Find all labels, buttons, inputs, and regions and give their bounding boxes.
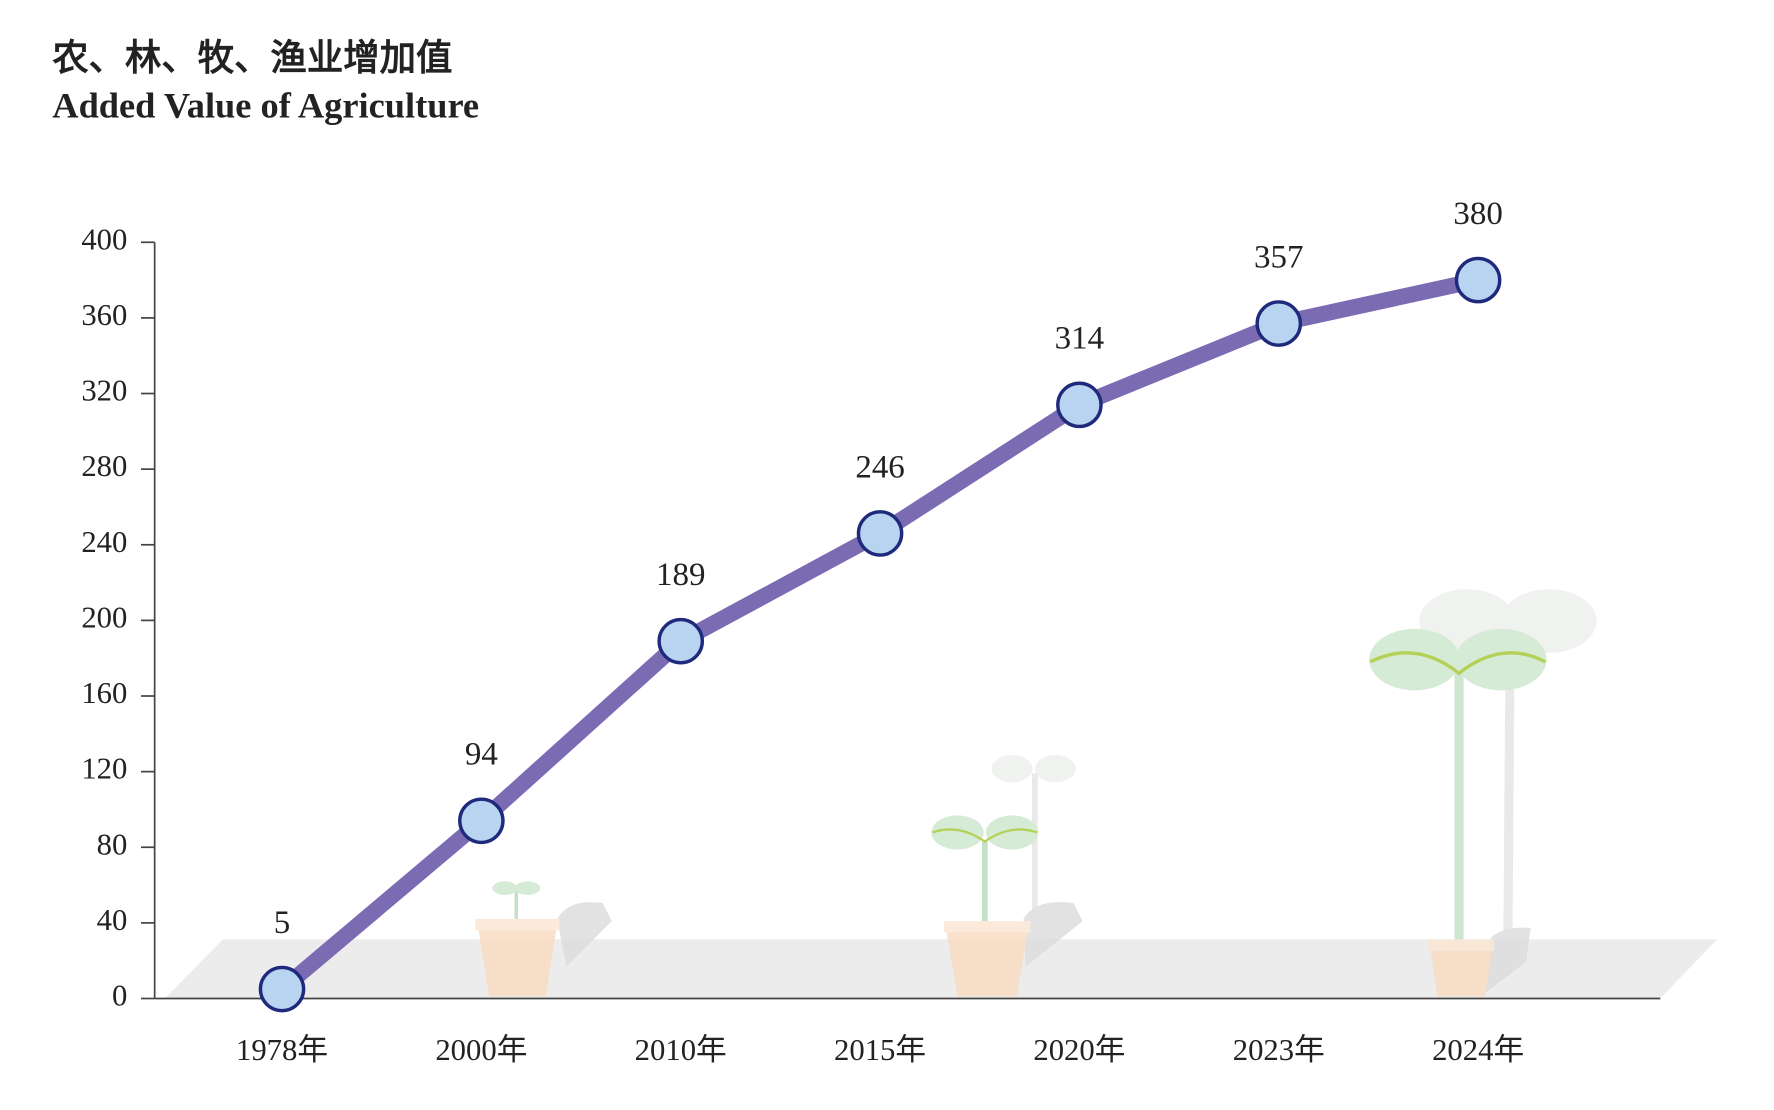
value-label: 314 <box>1055 321 1104 357</box>
y-tick-label: 80 <box>97 827 128 861</box>
x-tick-label: 2010年 <box>635 1033 727 1067</box>
x-tick-label: 1978年 <box>236 1033 328 1067</box>
value-label: 246 <box>855 449 904 485</box>
y-tick-label: 200 <box>81 600 127 634</box>
y-tick-label: 400 <box>81 222 127 256</box>
floor <box>164 939 1718 999</box>
y-tick-label: 240 <box>81 525 127 559</box>
value-label: 5 <box>274 905 290 941</box>
y-tick-label: 360 <box>81 298 127 332</box>
marker <box>1056 381 1103 429</box>
value-label: 189 <box>656 557 705 593</box>
y-tick-label: 120 <box>81 752 127 786</box>
x-tick-label: 2000年 <box>435 1033 527 1067</box>
marker <box>657 617 705 665</box>
y-tick-label: 0 <box>112 979 127 1013</box>
y-tick-label: 40 <box>97 903 128 937</box>
chart-subtitle: Added Value of Agriculture <box>52 86 479 126</box>
y-tick-label: 160 <box>81 676 127 710</box>
chart-title: 农、林、牧、渔业增加值 <box>52 38 452 78</box>
x-tick-label: 2020年 <box>1033 1033 1125 1067</box>
value-label: 357 <box>1254 239 1303 275</box>
marker <box>458 797 505 845</box>
line <box>276 272 1480 996</box>
decoration <box>475 589 1597 997</box>
value-label: 94 <box>465 737 498 773</box>
x-tick-label: 2024年 <box>1432 1033 1524 1067</box>
x-tick-label: 2023年 <box>1233 1033 1325 1067</box>
x-tick-label: 2015年 <box>834 1033 926 1067</box>
y-tick-label: 280 <box>81 449 127 483</box>
marker <box>1255 300 1303 347</box>
y-tick-label: 320 <box>81 374 127 408</box>
marker <box>1454 256 1502 304</box>
marker <box>856 510 904 557</box>
marker <box>258 965 306 1013</box>
value-label: 380 <box>1453 196 1502 232</box>
